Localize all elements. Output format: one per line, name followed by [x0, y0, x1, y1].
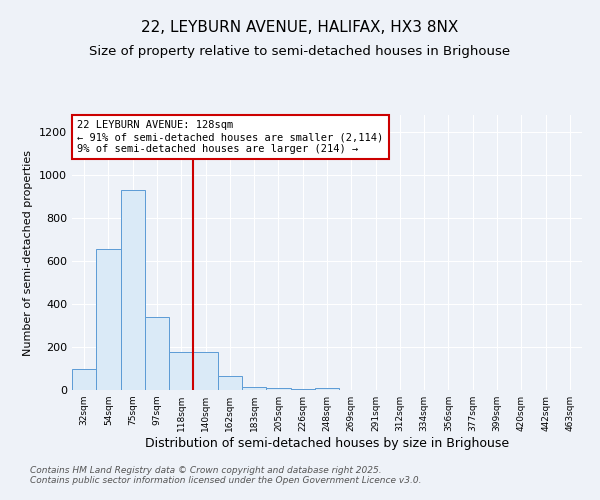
Text: 22, LEYBURN AVENUE, HALIFAX, HX3 8NX: 22, LEYBURN AVENUE, HALIFAX, HX3 8NX	[142, 20, 458, 35]
Bar	[242, 387, 266, 390]
Bar	[169, 352, 193, 390]
Bar	[315, 388, 339, 390]
Bar	[72, 368, 96, 390]
Bar	[121, 190, 145, 390]
Bar	[266, 388, 290, 390]
Bar	[145, 317, 169, 390]
Text: Size of property relative to semi-detached houses in Brighouse: Size of property relative to semi-detach…	[89, 45, 511, 58]
Text: Contains HM Land Registry data © Crown copyright and database right 2025.
Contai: Contains HM Land Registry data © Crown c…	[30, 466, 421, 485]
Bar	[96, 250, 121, 390]
Y-axis label: Number of semi-detached properties: Number of semi-detached properties	[23, 150, 34, 356]
Text: 22 LEYBURN AVENUE: 128sqm
← 91% of semi-detached houses are smaller (2,114)
9% o: 22 LEYBURN AVENUE: 128sqm ← 91% of semi-…	[77, 120, 383, 154]
Bar	[290, 389, 315, 390]
X-axis label: Distribution of semi-detached houses by size in Brighouse: Distribution of semi-detached houses by …	[145, 437, 509, 450]
Bar	[193, 352, 218, 390]
Bar	[218, 376, 242, 390]
